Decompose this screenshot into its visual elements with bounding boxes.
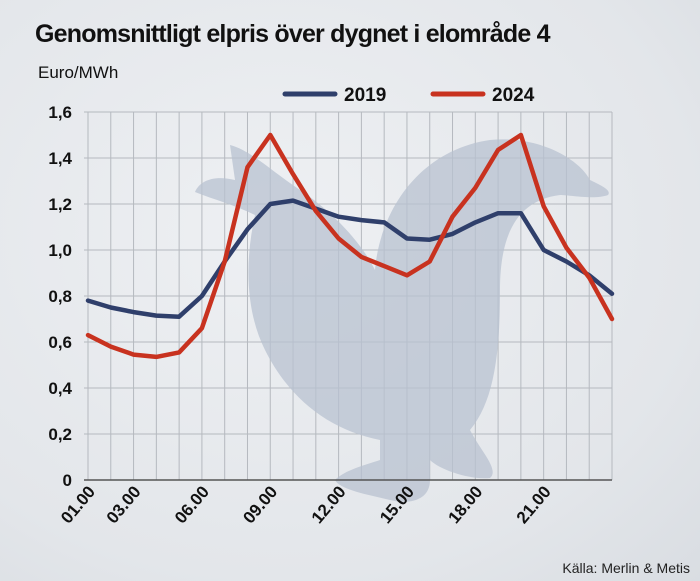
y-tick-label: 0,6 — [48, 333, 72, 352]
x-tick-label: 03.00 — [103, 482, 145, 527]
y-tick-label: 0,8 — [48, 287, 72, 306]
y-tick-label: 1,0 — [48, 241, 72, 260]
chart-title: Genomsnittligt elpris över dygnet i elom… — [35, 20, 551, 48]
x-tick-label: 06.00 — [171, 482, 213, 527]
y-axis-label: Euro/MWh — [38, 63, 118, 82]
legend: 2019 2024 — [282, 85, 535, 106]
x-tick-label: 18.00 — [444, 482, 486, 527]
legend-label-2019: 2019 — [344, 85, 386, 106]
y-tick-label: 0,2 — [48, 425, 72, 444]
series-line-2024 — [85, 132, 615, 360]
x-tick-label: 09.00 — [239, 482, 281, 527]
source-note: Källa: Merlin & Metis — [562, 560, 690, 576]
series-lines — [85, 132, 615, 360]
x-tick-label: 21.00 — [513, 482, 555, 527]
series-line-2019 — [85, 198, 615, 319]
y-tick-label: 0,4 — [48, 379, 72, 398]
y-tick-label: 1,4 — [48, 149, 72, 168]
x-tick-labels: 01.00 03.00 06.00 09.00 12.00 15.00 18.00 21.00 — [57, 482, 555, 527]
legend-label-2024: 2024 — [492, 85, 535, 106]
duck-silhouette — [195, 139, 609, 502]
y-tick-label: 1,2 — [48, 195, 72, 214]
y-tick-label: 0 — [63, 471, 72, 490]
y-tick-labels: 0 0,2 0,4 0,6 0,8 1,0 1,2 1,4 1,6 — [48, 103, 72, 490]
x-tick-label: 12.00 — [308, 482, 350, 527]
y-tick-label: 1,6 — [48, 103, 72, 122]
